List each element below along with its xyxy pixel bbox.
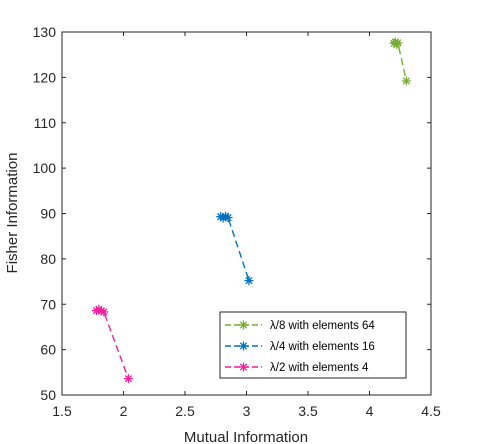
y-tick-label: 80	[40, 251, 56, 267]
data-point	[239, 320, 248, 330]
x-axis-label: Mutual Information	[184, 429, 308, 444]
legend-label: λ/8 with elements 64	[270, 320, 375, 332]
data-point	[239, 341, 248, 351]
data-point	[123, 374, 133, 384]
y-tick-label: 110	[34, 115, 57, 131]
x-tick-label: 4.5	[421, 403, 441, 419]
legend: λ/8 with elements 64 λ/4 with elements 16…	[219, 311, 407, 379]
y-tick-label: 90	[40, 206, 56, 222]
x-tick-label: 1.5	[52, 403, 72, 419]
y-tick-label: 60	[40, 342, 56, 358]
legend-item: λ/2 with elements 4	[225, 362, 369, 374]
x-tick-label: 3.5	[298, 403, 318, 419]
x-tick-label: 2.5	[175, 403, 195, 419]
y-tick-label: 70	[40, 296, 56, 312]
data-point	[223, 213, 233, 223]
data-point	[244, 276, 254, 286]
series-3	[91, 304, 133, 384]
x-tick-label: 2	[120, 403, 128, 419]
x-tick-label: 4	[366, 403, 374, 419]
legend-item: λ/8 with elements 64	[225, 320, 375, 332]
data-point	[401, 76, 411, 86]
series-layer	[91, 37, 411, 384]
x-tick-label: 3	[243, 403, 251, 419]
y-axis-label: Fisher Information	[4, 153, 21, 274]
y-tick-label: 50	[40, 387, 56, 403]
data-point	[239, 362, 248, 372]
y-tick-label: 100	[33, 160, 57, 176]
data-point	[393, 38, 403, 48]
series-1	[389, 37, 411, 86]
y-tick-label: 130	[33, 24, 57, 40]
legend-item: λ/4 with elements 16	[225, 341, 375, 353]
y-tick-label: 120	[33, 69, 57, 85]
data-point	[99, 307, 109, 317]
legend-label: λ/4 with elements 16	[270, 341, 375, 353]
legend-label: λ/2 with elements 4	[270, 362, 369, 374]
axis-ticks: 1.5 2 2.5 3 3.5 4 4.5 50 60 70 80 90 100 110 120 130	[33, 24, 441, 419]
series-2	[216, 211, 254, 286]
legend-box	[219, 311, 407, 379]
